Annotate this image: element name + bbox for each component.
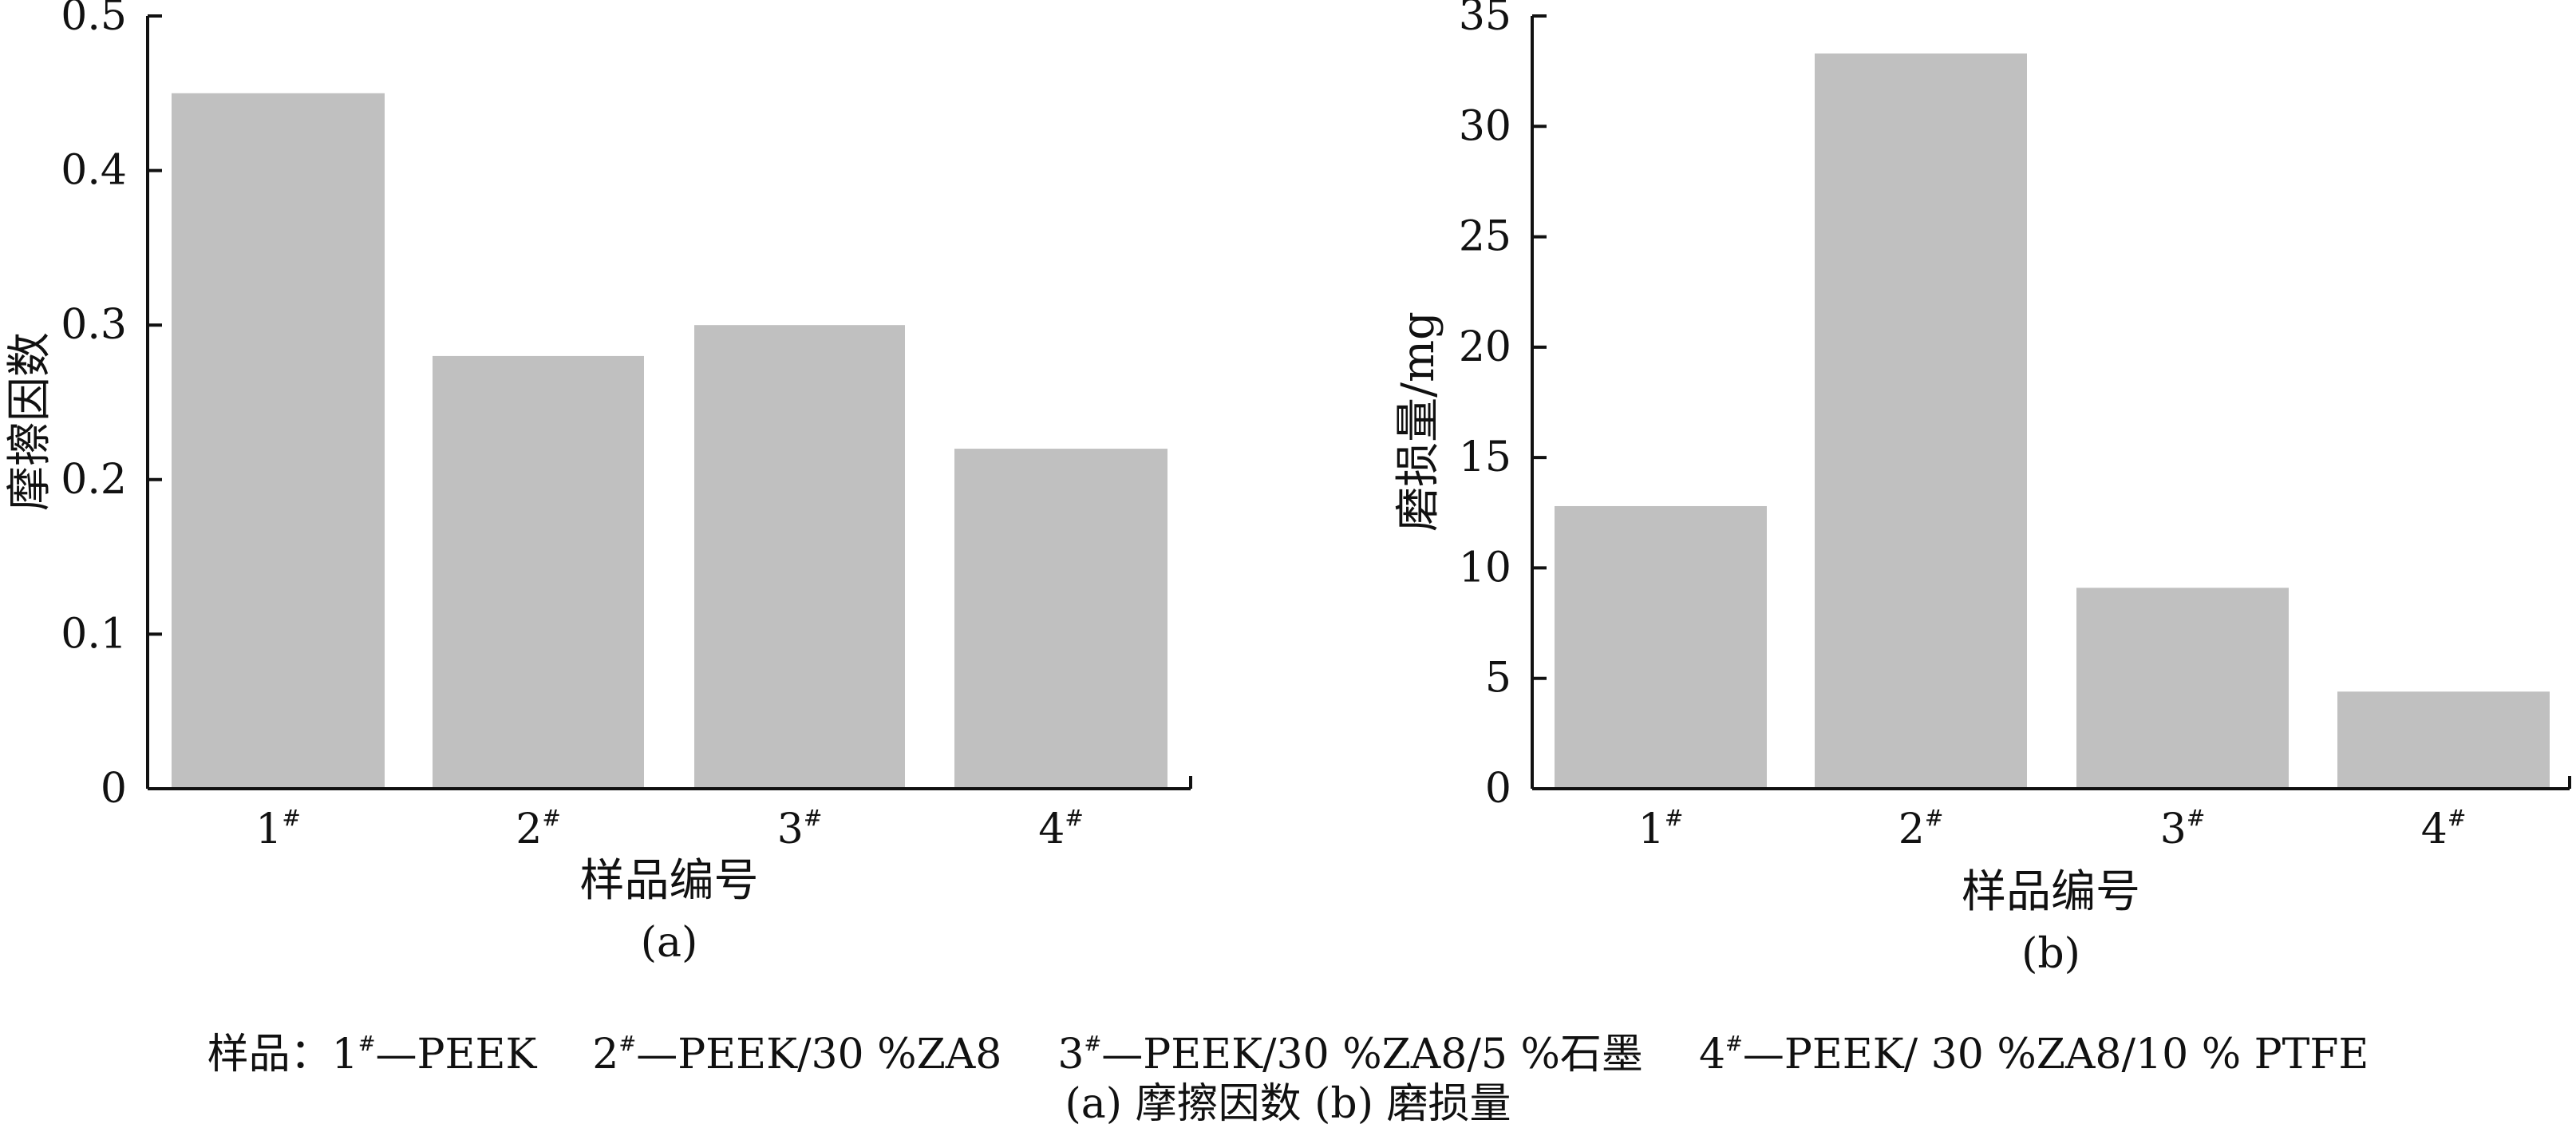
legend-item-4-text: —PEEK/ 30 %ZA8/10 % PTFE — [1742, 1031, 2369, 1079]
x-tick-mark-b-4: # — [2448, 805, 2466, 831]
legend-item-4-mark: # — [1725, 1032, 1743, 1056]
legend-item-1-text: —PEEK — [375, 1031, 537, 1079]
legend-item-4-num: 4 — [1698, 1031, 1726, 1079]
bar-a-2 — [433, 355, 644, 789]
legend-item-3-text: —PEEK/30 %ZA8/5 %石墨 — [1101, 1031, 1643, 1079]
y-tick-label-b-1: 5 — [1485, 655, 1511, 703]
bar-a-3 — [694, 325, 905, 789]
legend-prefix: 样品： — [207, 1031, 332, 1079]
y-tick-label-b-4: 20 — [1459, 323, 1511, 371]
y-tick-label-b-2: 10 — [1459, 544, 1511, 592]
legend-item-3: 3#—PEEK/30 %ZA8/5 %石墨 — [1057, 1031, 1643, 1079]
y-tick-label-b-7: 35 — [1459, 0, 1511, 40]
bar-a-1 — [172, 93, 385, 790]
y-tick-label-b-3: 15 — [1459, 433, 1511, 481]
y-tick-label-b-5: 25 — [1459, 213, 1511, 261]
x-tick-label-a-2: 2# — [516, 805, 561, 853]
x-tick-mark-b-1: # — [1665, 805, 1683, 831]
x-tick-mark-a-3: # — [804, 805, 822, 831]
y-tick-label-a-4: 0.4 — [61, 147, 127, 195]
x-tick-label-a-3: 3# — [777, 805, 823, 853]
y-tick-label-a-2: 0.2 — [61, 456, 127, 504]
x-tick-label-b-2: 2# — [1898, 805, 1944, 853]
bar-b-3 — [2076, 588, 2289, 789]
legend-item-1-mark: # — [358, 1032, 376, 1056]
legend-item-1-num: 1 — [331, 1031, 358, 1079]
y-tick-label-a-5: 0.5 — [61, 0, 127, 40]
y-tick-label-a-1: 0.1 — [61, 610, 127, 658]
x-axis-label-b: 样品编号 — [1962, 866, 2140, 918]
x-tick-mark-a-4: # — [1065, 805, 1083, 831]
y-tick-label-a-0: 0 — [101, 765, 127, 813]
bar-a-4 — [954, 449, 1167, 789]
x-tick-label-a-4: 4# — [1038, 805, 1084, 853]
legend-item-3-num: 3 — [1057, 1031, 1085, 1079]
x-tick-label-b-1: 1# — [1638, 805, 1684, 853]
bar-b-1 — [1555, 505, 1767, 789]
panel-label-a: (a) — [641, 919, 698, 967]
y-tick-label-a-3: 0.3 — [61, 301, 127, 349]
panel-label-b: (b) — [2021, 930, 2080, 978]
bar-b-4 — [2337, 691, 2550, 789]
x-axis-label-a: 样品编号 — [580, 855, 759, 907]
x-tick-label-a-1: 1# — [255, 805, 301, 853]
legend-item-4: 4#—PEEK/ 30 %ZA8/10 % PTFE — [1699, 1031, 2369, 1079]
x-tick-label-b-4: 4# — [2421, 805, 2467, 853]
y-tick-label-b-6: 30 — [1459, 102, 1511, 150]
x-tick-mark-a-2: # — [542, 805, 560, 831]
figure-subcaption: (a) 摩擦因数 (b) 磨损量 — [1065, 1080, 1511, 1128]
x-tick-mark-a-1: # — [282, 805, 300, 831]
x-tick-label-b-3: 3# — [2160, 805, 2206, 853]
sample-legend: 样品：1#—PEEK 2#—PEEK/30 %ZA8 3#—PEEK/30 %ZA8… — [0, 1020, 2576, 1079]
legend-item-2: 2#—PEEK/30 %ZA8 — [592, 1031, 1002, 1079]
legend-item-1: 1#—PEEK — [332, 1031, 537, 1079]
y-axis-label-a: 摩擦因数 — [4, 332, 56, 511]
legend-item-2-text: —PEEK/30 %ZA8 — [636, 1031, 1002, 1079]
panel-a-friction-coefficient: 0 0.1 0.2 0.3 0.4 0.5 1# 2# 3# 4# 样品编号 摩擦因数 (a) — [4, 0, 1192, 967]
panel-b-wear-loss: 0 5 10 15 20 25 30 35 1# 2# 3# 4# 样品编号 磨损量/mg (b) — [1393, 0, 2571, 978]
x-tick-mark-b-2: # — [1925, 805, 1943, 831]
legend-item-2-mark: # — [618, 1032, 637, 1056]
y-tick-label-b-0: 0 — [1485, 765, 1511, 813]
x-tick-mark-b-3: # — [2187, 805, 2205, 831]
y-axis-label-b: 磨损量/mg — [1393, 311, 1444, 532]
legend-item-2-num: 2 — [592, 1031, 619, 1079]
bar-b-2 — [1815, 53, 2027, 789]
legend-item-3-mark: # — [1084, 1032, 1102, 1056]
